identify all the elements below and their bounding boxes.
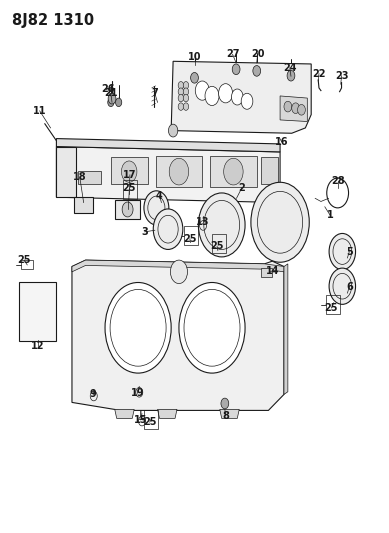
Circle shape bbox=[178, 103, 184, 110]
Text: 12: 12 bbox=[32, 342, 45, 351]
Circle shape bbox=[205, 86, 219, 106]
Circle shape bbox=[224, 158, 243, 185]
Text: 8: 8 bbox=[222, 411, 229, 421]
Circle shape bbox=[287, 70, 295, 81]
Polygon shape bbox=[78, 171, 101, 184]
Circle shape bbox=[219, 84, 233, 103]
Polygon shape bbox=[156, 156, 202, 187]
Circle shape bbox=[241, 93, 253, 109]
Polygon shape bbox=[171, 61, 311, 133]
Text: 25: 25 bbox=[183, 234, 196, 244]
Text: 1: 1 bbox=[326, 210, 333, 220]
Text: 15: 15 bbox=[134, 415, 147, 425]
Polygon shape bbox=[261, 157, 278, 184]
Text: 24: 24 bbox=[283, 63, 296, 72]
Circle shape bbox=[251, 182, 309, 262]
Polygon shape bbox=[210, 156, 257, 187]
Polygon shape bbox=[220, 409, 239, 418]
Polygon shape bbox=[72, 260, 284, 272]
Polygon shape bbox=[19, 282, 56, 341]
Polygon shape bbox=[261, 268, 272, 277]
Text: 10: 10 bbox=[188, 52, 201, 62]
Text: 25: 25 bbox=[210, 241, 224, 251]
Circle shape bbox=[116, 98, 122, 107]
Polygon shape bbox=[74, 197, 93, 213]
Polygon shape bbox=[56, 147, 76, 197]
Polygon shape bbox=[284, 264, 288, 394]
Text: 23: 23 bbox=[335, 71, 348, 80]
Circle shape bbox=[231, 89, 243, 105]
Polygon shape bbox=[56, 139, 280, 152]
Circle shape bbox=[183, 94, 189, 102]
Text: 28: 28 bbox=[331, 176, 345, 186]
Circle shape bbox=[108, 98, 114, 107]
Text: 18: 18 bbox=[73, 172, 87, 182]
Polygon shape bbox=[115, 200, 140, 219]
Circle shape bbox=[183, 82, 189, 89]
Circle shape bbox=[178, 94, 184, 102]
Circle shape bbox=[298, 104, 305, 115]
Text: 9: 9 bbox=[89, 390, 96, 399]
Polygon shape bbox=[158, 409, 177, 418]
Polygon shape bbox=[280, 96, 307, 122]
Circle shape bbox=[183, 103, 189, 110]
Text: 22: 22 bbox=[312, 69, 326, 78]
Polygon shape bbox=[115, 409, 134, 418]
Text: 25: 25 bbox=[18, 255, 31, 265]
Text: 20: 20 bbox=[251, 50, 264, 59]
Circle shape bbox=[179, 282, 245, 373]
Circle shape bbox=[108, 93, 116, 104]
Circle shape bbox=[168, 124, 178, 137]
Circle shape bbox=[284, 101, 292, 112]
Circle shape bbox=[170, 260, 187, 284]
Circle shape bbox=[153, 209, 183, 249]
Text: 21: 21 bbox=[104, 88, 117, 98]
Text: 3: 3 bbox=[141, 227, 148, 237]
Text: 2: 2 bbox=[238, 183, 245, 192]
Text: 13: 13 bbox=[196, 217, 210, 227]
Circle shape bbox=[169, 158, 189, 185]
Text: 11: 11 bbox=[33, 106, 46, 116]
Circle shape bbox=[221, 398, 229, 409]
Text: 19: 19 bbox=[131, 389, 144, 398]
Text: 4: 4 bbox=[156, 191, 163, 200]
Text: 5: 5 bbox=[346, 247, 353, 256]
Circle shape bbox=[292, 103, 300, 114]
Circle shape bbox=[329, 268, 356, 304]
Circle shape bbox=[198, 193, 245, 257]
Circle shape bbox=[183, 88, 189, 95]
Circle shape bbox=[105, 282, 171, 373]
Text: 17: 17 bbox=[123, 170, 137, 180]
Text: 25: 25 bbox=[143, 417, 156, 427]
Circle shape bbox=[253, 66, 261, 76]
Circle shape bbox=[232, 64, 240, 75]
Text: 25: 25 bbox=[325, 303, 338, 313]
Circle shape bbox=[329, 233, 356, 270]
Circle shape bbox=[178, 88, 184, 95]
Text: 25: 25 bbox=[123, 183, 136, 192]
Text: 7: 7 bbox=[151, 88, 158, 98]
Circle shape bbox=[121, 161, 137, 182]
Text: 6: 6 bbox=[346, 282, 353, 292]
Circle shape bbox=[178, 82, 184, 89]
Text: 27: 27 bbox=[226, 50, 239, 59]
Text: 26: 26 bbox=[102, 84, 115, 94]
Text: 14: 14 bbox=[266, 266, 279, 276]
Circle shape bbox=[191, 72, 198, 83]
Polygon shape bbox=[72, 260, 284, 410]
Polygon shape bbox=[111, 157, 148, 184]
Text: 16: 16 bbox=[275, 137, 288, 147]
Text: 8J82 1310: 8J82 1310 bbox=[12, 13, 94, 28]
Circle shape bbox=[195, 81, 209, 100]
Circle shape bbox=[144, 191, 169, 225]
Circle shape bbox=[122, 202, 133, 217]
Polygon shape bbox=[56, 147, 280, 203]
